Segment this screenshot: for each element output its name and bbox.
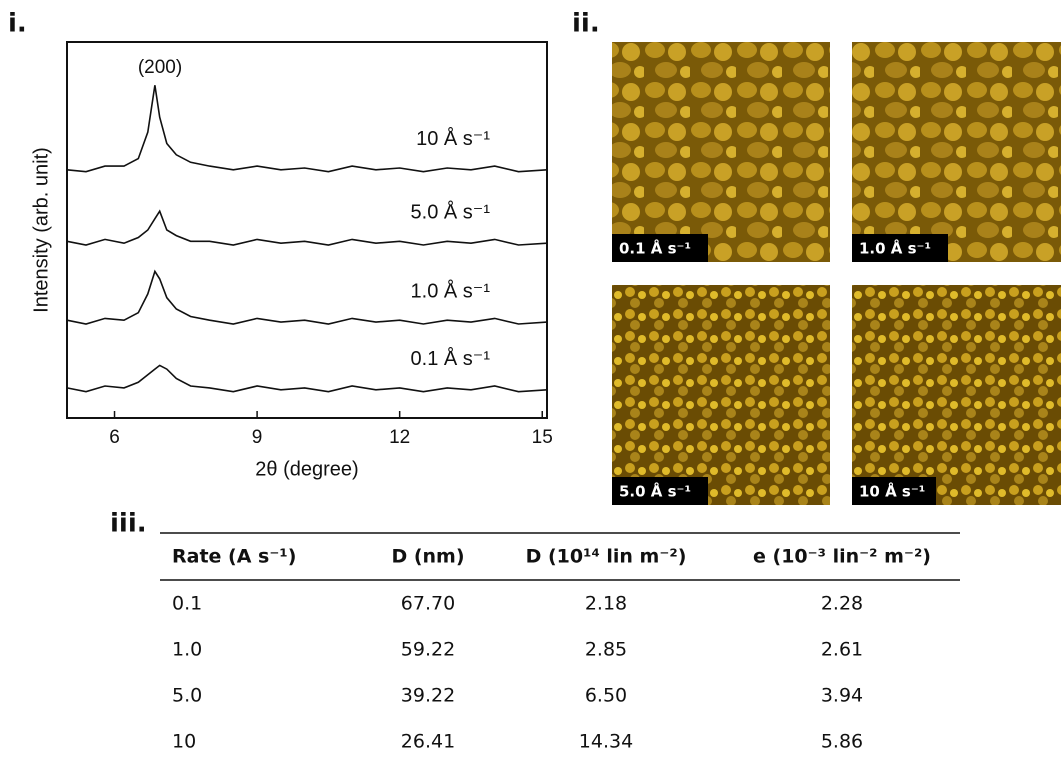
x-axis-label: 2θ (degree): [255, 458, 358, 480]
table-cell: 2.28: [821, 593, 863, 615]
table-cell: 39.22: [401, 685, 455, 707]
peak-annotation: (200): [138, 57, 182, 78]
x-tick-label: 6: [109, 427, 120, 448]
table-cell: 3.94: [821, 685, 863, 707]
xrd-trace: [66, 364, 548, 393]
panel-label: ii.: [572, 9, 600, 39]
series-label: 5.0 Å s⁻¹: [411, 200, 491, 223]
plot-frame: [66, 41, 548, 419]
table-cell: 1.0: [172, 639, 202, 661]
table-cell: 59.22: [401, 639, 455, 661]
y-axis-label: Intensity (arb. unit): [30, 147, 52, 313]
table-header: Rate (A s⁻¹): [172, 546, 296, 568]
table-cell: 2.18: [585, 593, 627, 615]
table-cell: 67.70: [401, 593, 455, 615]
image-label-bg: [612, 477, 708, 505]
afm-image: [612, 285, 830, 505]
image-label: 10 Å s⁻¹: [859, 482, 925, 501]
x-tick-label: 9: [252, 427, 263, 448]
xrd-trace: [66, 85, 548, 173]
series-label: 1.0 Å s⁻¹: [411, 279, 491, 302]
series-label: 10 Å s⁻¹: [416, 127, 490, 150]
xrd-trace: [66, 269, 548, 325]
table-cell: 6.50: [585, 685, 627, 707]
image-label: 5.0 Å s⁻¹: [619, 482, 691, 501]
table-cell: 2.61: [821, 639, 863, 661]
table-header: D (nm): [391, 546, 464, 568]
table-header: D (10¹⁴ lin m⁻²): [526, 546, 687, 568]
xrd-trace: [66, 209, 548, 246]
table-cell: 5.86: [821, 731, 863, 753]
series-label: 0.1 Å s⁻¹: [411, 347, 491, 370]
table-cell: 14.34: [579, 731, 633, 753]
image-label: 1.0 Å s⁻¹: [859, 239, 931, 258]
afm-image: [852, 42, 1061, 262]
x-tick-label: 12: [389, 427, 410, 448]
image-label-bg: [612, 234, 708, 262]
afm-images: 0.1 Å s⁻¹ 1.0 Å s⁻¹ 5.0 Å s⁻¹ 10 Å s⁻¹: [612, 42, 1061, 505]
afm-image: [612, 42, 830, 262]
panel-label: i.: [8, 9, 27, 39]
table-header: e (10⁻³ lin⁻² m⁻²): [753, 546, 931, 568]
image-label-bg: [852, 234, 948, 262]
image-label: 0.1 Å s⁻¹: [619, 239, 691, 258]
table-cell: 10: [172, 731, 196, 753]
table-cell: 5.0: [172, 685, 202, 707]
image-label-bg: [852, 477, 936, 505]
x-tick-label: 15: [532, 427, 553, 448]
afm-image: [852, 285, 1061, 505]
table-cell: 0.1: [172, 593, 202, 615]
table-cell: 26.41: [401, 731, 455, 753]
panel-label: iii.: [110, 509, 147, 539]
table-cell: 2.85: [585, 639, 627, 661]
